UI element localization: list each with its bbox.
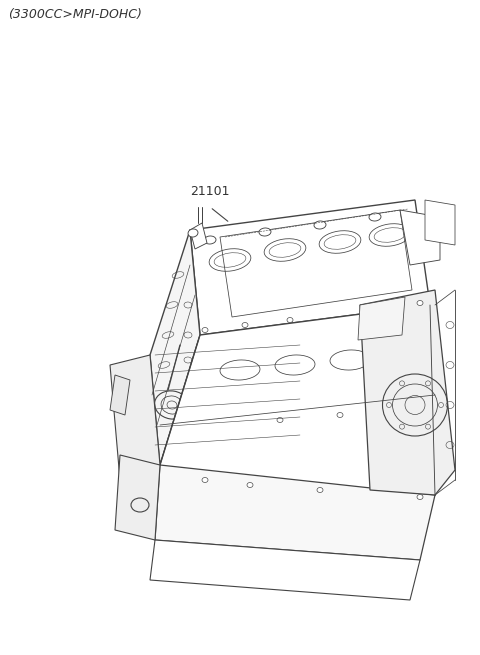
Polygon shape: [150, 230, 200, 465]
Ellipse shape: [314, 221, 326, 229]
Ellipse shape: [242, 322, 248, 328]
Ellipse shape: [277, 417, 283, 422]
Polygon shape: [358, 297, 405, 340]
Polygon shape: [425, 200, 455, 245]
Ellipse shape: [367, 305, 373, 310]
Polygon shape: [400, 210, 440, 265]
Ellipse shape: [369, 213, 381, 221]
Polygon shape: [190, 200, 430, 335]
Ellipse shape: [259, 228, 271, 236]
Polygon shape: [155, 465, 435, 560]
Polygon shape: [110, 355, 160, 480]
Polygon shape: [190, 223, 207, 249]
Ellipse shape: [204, 236, 216, 244]
Ellipse shape: [202, 328, 208, 333]
Ellipse shape: [317, 487, 323, 493]
Polygon shape: [115, 455, 160, 540]
Ellipse shape: [417, 301, 423, 305]
Polygon shape: [150, 540, 420, 600]
Polygon shape: [110, 375, 130, 415]
Ellipse shape: [337, 413, 343, 417]
Ellipse shape: [202, 477, 208, 483]
Text: (3300CC>MPI-DOHC): (3300CC>MPI-DOHC): [8, 8, 142, 21]
Polygon shape: [160, 305, 435, 525]
Text: 21101: 21101: [190, 185, 230, 198]
Polygon shape: [360, 290, 455, 495]
Ellipse shape: [247, 483, 253, 487]
Ellipse shape: [417, 495, 423, 500]
Ellipse shape: [188, 229, 198, 237]
Ellipse shape: [287, 318, 293, 322]
